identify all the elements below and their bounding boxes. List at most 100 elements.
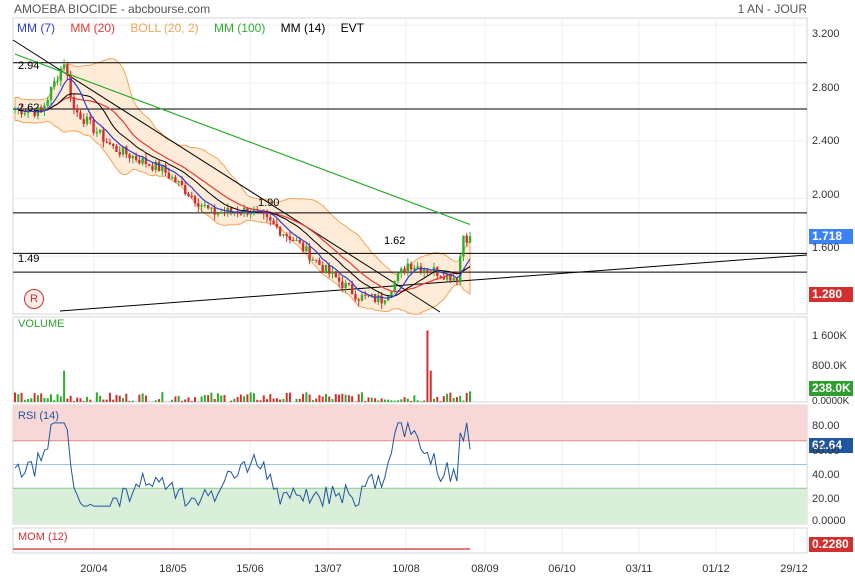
event-badge[interactable]: R (24, 289, 44, 309)
level-label-162: 1.62 (384, 235, 406, 247)
rsi-tick: 40.00 (812, 469, 840, 481)
candle-body (445, 273, 449, 280)
volume-bar (282, 398, 285, 402)
volume-bar (295, 398, 298, 402)
candle-body (13, 109, 17, 111)
volume-bar (239, 394, 242, 402)
candle-body (452, 277, 455, 281)
volume-bar (40, 393, 43, 402)
legend-boll[interactable]: BOLL (20, 2) (130, 21, 199, 35)
candle-body (275, 223, 279, 228)
bollinger-band (14, 58, 471, 315)
date-tick: 15/06 (236, 563, 264, 575)
candle-body (46, 99, 49, 106)
candle-body (174, 177, 177, 183)
candle-body (347, 282, 351, 285)
candle-body (95, 132, 99, 134)
volume-bar (452, 398, 455, 402)
legend-evt[interactable]: EVT (340, 21, 365, 35)
candle-body (383, 300, 387, 304)
candle-body (138, 160, 141, 164)
volume-bar (243, 396, 246, 402)
volume-bar (406, 398, 409, 402)
volume-bar (400, 399, 403, 402)
volume-bar (154, 400, 157, 402)
volume-bar (20, 392, 23, 402)
candle-body (331, 271, 334, 274)
candle-body (98, 129, 102, 133)
candle-body (252, 209, 256, 213)
volume-bar (63, 370, 66, 402)
volume-bar (190, 401, 193, 402)
candle-body (102, 129, 105, 142)
candle-body (367, 295, 370, 297)
candle-body (269, 216, 272, 221)
candle-body (422, 269, 426, 273)
legend-mm20[interactable]: MM (20) (70, 21, 116, 35)
volume-bar (413, 395, 416, 402)
legend-mm7[interactable]: MM (7) (17, 21, 55, 35)
candle-body (187, 194, 190, 196)
candle-body (308, 246, 311, 261)
volume-bar (360, 392, 363, 402)
chart-title: AMOEBA BIOCIDE - abcbourse.com (14, 2, 211, 16)
candle-body (295, 239, 298, 241)
candle-body (53, 81, 56, 87)
rsi-tick: 20.00 (812, 493, 840, 505)
candle-body (112, 144, 115, 146)
candle-body (403, 268, 406, 273)
volume-bar (370, 397, 373, 402)
volume-bar (122, 398, 125, 402)
volume-bar (305, 392, 308, 402)
volume-bar (387, 399, 390, 402)
volume-bar (50, 394, 53, 402)
volume-bar (82, 401, 85, 402)
volume-bar (46, 398, 49, 402)
volume-bar (344, 394, 347, 402)
candle-body (380, 295, 383, 304)
volume-bar (321, 396, 324, 402)
volume-tick: 1 600K (812, 330, 847, 342)
date-tick: 10/08 (392, 563, 420, 575)
volume-bar (194, 397, 197, 402)
volume-bar (423, 400, 426, 402)
rsi-line (14, 420, 471, 509)
volume-bar (108, 392, 111, 402)
price-tick: 1.600 (812, 242, 840, 254)
volume-bar (455, 397, 458, 402)
candle-body (314, 259, 318, 261)
volume-bar (338, 394, 341, 402)
volume-bar (410, 400, 413, 402)
legend-mm100[interactable]: MM (100) (213, 21, 266, 35)
candle-body (75, 108, 79, 113)
price-tick: 2.000 (812, 189, 840, 201)
candle-body (85, 116, 89, 124)
volume-bar (432, 398, 435, 402)
volume-bar (324, 393, 327, 402)
candle-body (396, 273, 400, 282)
candle-body (161, 165, 164, 172)
volume-bar (285, 392, 288, 402)
volume-bar (318, 395, 321, 402)
volume-bar (351, 396, 354, 402)
rsi-tick: 60.00 (812, 445, 840, 457)
candle-body (429, 271, 432, 273)
candle-body (406, 263, 410, 273)
candle-body (436, 267, 439, 276)
volume-bar (272, 398, 275, 402)
volume-bar (79, 398, 82, 402)
volume-bar (341, 393, 344, 402)
volume-bar (112, 399, 115, 402)
candle-body (177, 181, 180, 183)
volume-bar (311, 399, 314, 402)
legend-mm14[interactable]: MM (14) (280, 21, 326, 35)
candle-body (108, 142, 112, 145)
volume-bar (298, 398, 301, 402)
volume-bar (380, 398, 383, 402)
candle-body (337, 277, 341, 282)
price-tick: 3.200 (812, 28, 840, 40)
candle-body (59, 68, 63, 81)
date-tick: 03/11 (625, 563, 653, 575)
candle-body (203, 205, 207, 207)
